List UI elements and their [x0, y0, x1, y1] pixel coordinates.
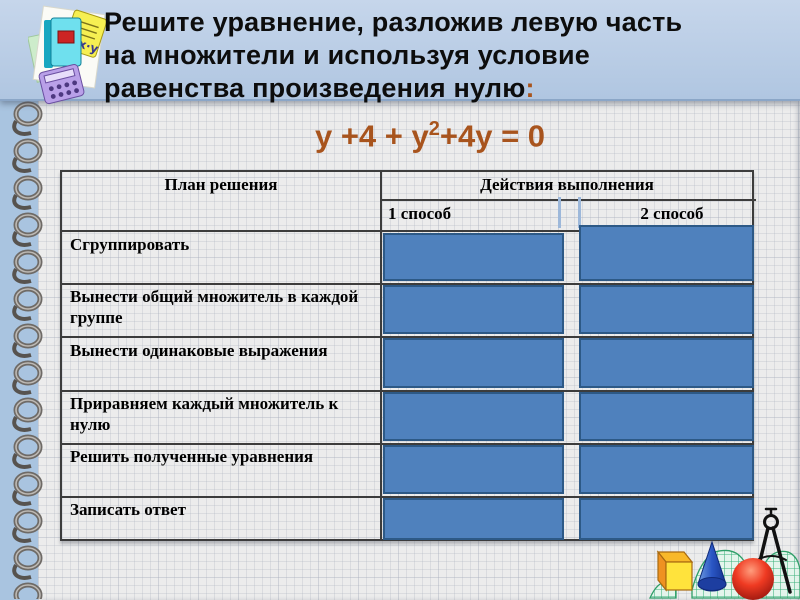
title-banner	[0, 0, 800, 101]
equation: у +4 + у2+4у = 0	[314, 118, 546, 154]
spiral-binding-icon	[6, 99, 52, 599]
title-colon: :	[525, 73, 535, 103]
answer-cover-method1-row1	[383, 233, 564, 281]
cube-icon	[656, 550, 694, 592]
answer-cover-method1-row5	[383, 445, 564, 494]
sphere-icon	[732, 558, 774, 600]
title-line-2: на множители и используя условие	[104, 40, 590, 70]
actions-header-underline	[382, 199, 756, 201]
equation-exponent: 2	[428, 118, 440, 140]
plan-step-write-answer: Записать ответ	[70, 500, 186, 519]
method2-header: 2 способ	[640, 204, 704, 223]
header-row-border	[62, 230, 752, 232]
row-border	[62, 390, 752, 392]
row-border	[62, 336, 752, 338]
slide-title: Решите уравнение, разложив левую часть н…	[104, 6, 794, 105]
row-border	[62, 443, 752, 445]
answer-cover-method1-row4	[383, 392, 564, 441]
answer-cover-method2-row5	[579, 445, 754, 494]
cone-icon	[697, 540, 727, 592]
cursor-tick-mark	[558, 197, 561, 228]
column-divider	[380, 172, 382, 539]
plan-step-same-expr: Вынести одинаковые выражения	[70, 341, 328, 360]
answer-cover-method2-row3	[579, 338, 754, 388]
books-and-calculator-icon: √x·y	[28, 5, 108, 105]
plan-step-equate-zero: Приравняем каждый множитель к нулю	[70, 394, 339, 434]
answer-cover-method1-row2	[383, 285, 564, 334]
geometry-clipart	[648, 507, 800, 600]
actions-column-header: Действия выполнения	[480, 175, 654, 194]
answer-cover-method2-row1	[579, 225, 754, 281]
answer-cover-method2-row6	[579, 498, 754, 540]
title-line-1: Решите уравнение, разложив левую часть	[104, 7, 683, 37]
answer-cover-method2-row2	[579, 285, 754, 334]
title-line-3: равенства произведения нулю:	[104, 73, 535, 103]
row-border	[62, 496, 752, 498]
plan-column-header: План решения	[164, 175, 278, 194]
plan-step-solve: Решить полученные уравнения	[70, 447, 314, 466]
answer-cover-method2-row4	[579, 392, 754, 441]
method1-header: 1 способ	[388, 204, 452, 223]
row-border	[62, 283, 752, 285]
solution-table: План решения Действия выполнения 1 спосо…	[60, 170, 756, 541]
plan-step-group: Сгруппировать	[70, 235, 190, 254]
cursor-tick-mark	[578, 197, 581, 228]
answer-cover-method1-row6	[383, 498, 564, 540]
plan-step-common-factor: Вынести общий множитель в каждой группе	[70, 287, 359, 327]
answer-cover-method1-row3	[383, 338, 564, 388]
